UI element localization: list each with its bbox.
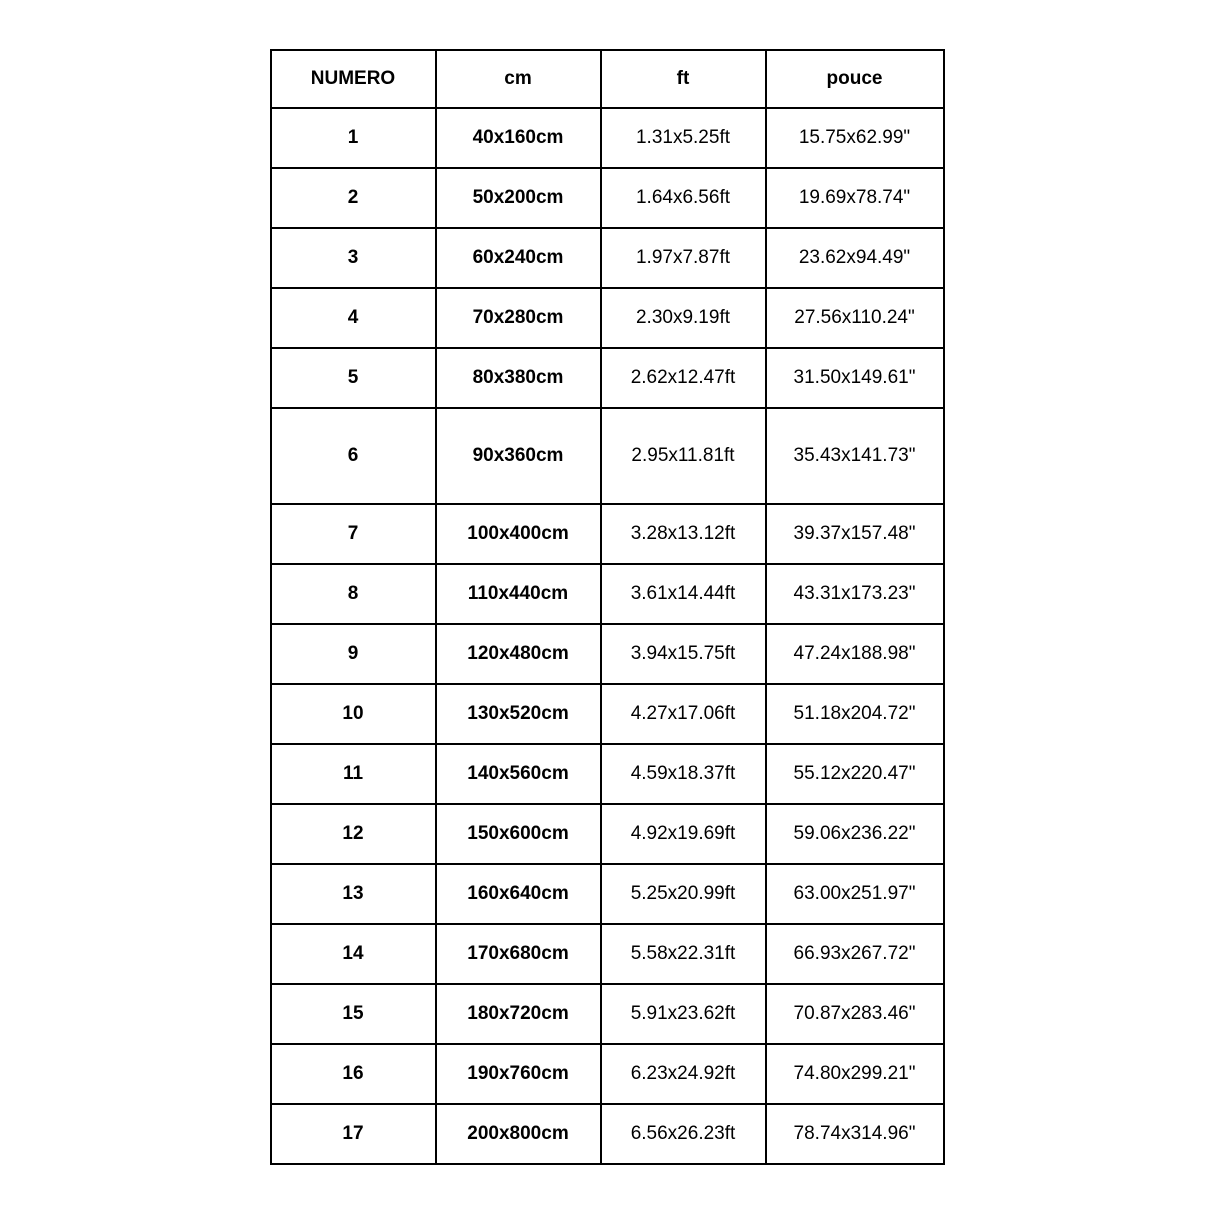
table-cell: 16 [271, 1044, 436, 1104]
table-cell: 8 [271, 564, 436, 624]
table-cell: 7 [271, 504, 436, 564]
table-row: 580x380cm2.62x12.47ft31.50x149.61" [271, 348, 944, 408]
table-cell: 5.58x22.31ft [601, 924, 766, 984]
table-cell: 50x200cm [436, 168, 601, 228]
table-cell: 80x380cm [436, 348, 601, 408]
table-row: 470x280cm2.30x9.19ft27.56x110.24" [271, 288, 944, 348]
table-cell: 47.24x188.98" [766, 624, 944, 684]
table-row: 13160x640cm5.25x20.99ft63.00x251.97" [271, 864, 944, 924]
table-cell: 3 [271, 228, 436, 288]
table-cell: 4.59x18.37ft [601, 744, 766, 804]
table-cell: 63.00x251.97" [766, 864, 944, 924]
table-row: 7100x400cm3.28x13.12ft39.37x157.48" [271, 504, 944, 564]
table-cell: 4 [271, 288, 436, 348]
table-row: 250x200cm1.64x6.56ft19.69x78.74" [271, 168, 944, 228]
table-cell: 1.64x6.56ft [601, 168, 766, 228]
table-cell: 59.06x236.22" [766, 804, 944, 864]
table-cell: 2.62x12.47ft [601, 348, 766, 408]
table-row: 15180x720cm5.91x23.62ft70.87x283.46" [271, 984, 944, 1044]
table-row: 11140x560cm4.59x18.37ft55.12x220.47" [271, 744, 944, 804]
table-cell: 70x280cm [436, 288, 601, 348]
table-cell: 51.18x204.72" [766, 684, 944, 744]
table-cell: 13 [271, 864, 436, 924]
table-cell: 110x440cm [436, 564, 601, 624]
table-cell: 1 [271, 108, 436, 168]
table-cell: 140x560cm [436, 744, 601, 804]
col-header-numero: NUMERO [271, 50, 436, 108]
table-cell: 160x640cm [436, 864, 601, 924]
table-cell: 5 [271, 348, 436, 408]
table-cell: 120x480cm [436, 624, 601, 684]
table-cell: 15.75x62.99" [766, 108, 944, 168]
table-cell: 11 [271, 744, 436, 804]
table-cell: 19.69x78.74" [766, 168, 944, 228]
table-header-row: NUMERO cm ft pouce [271, 50, 944, 108]
table-row: 140x160cm1.31x5.25ft15.75x62.99" [271, 108, 944, 168]
table-row: 10130x520cm4.27x17.06ft51.18x204.72" [271, 684, 944, 744]
table-cell: 100x400cm [436, 504, 601, 564]
col-header-ft: ft [601, 50, 766, 108]
table-cell: 6.56x26.23ft [601, 1104, 766, 1164]
table-row: 8110x440cm3.61x14.44ft43.31x173.23" [271, 564, 944, 624]
table-cell: 40x160cm [436, 108, 601, 168]
table-cell: 9 [271, 624, 436, 684]
table-cell: 66.93x267.72" [766, 924, 944, 984]
table-cell: 3.61x14.44ft [601, 564, 766, 624]
table-cell: 4.92x19.69ft [601, 804, 766, 864]
table-cell: 2 [271, 168, 436, 228]
table-cell: 1.31x5.25ft [601, 108, 766, 168]
table-cell: 39.37x157.48" [766, 504, 944, 564]
table-cell: 180x720cm [436, 984, 601, 1044]
table-cell: 2.95x11.81ft [601, 408, 766, 504]
table-cell: 6 [271, 408, 436, 504]
table-cell: 78.74x314.96" [766, 1104, 944, 1164]
size-conversion-table: NUMERO cm ft pouce 140x160cm1.31x5.25ft1… [270, 49, 945, 1165]
col-header-cm: cm [436, 50, 601, 108]
table-cell: 130x520cm [436, 684, 601, 744]
table-cell: 190x760cm [436, 1044, 601, 1104]
table-row: 690x360cm2.95x11.81ft35.43x141.73" [271, 408, 944, 504]
table-row: 14170x680cm5.58x22.31ft66.93x267.72" [271, 924, 944, 984]
table-cell: 17 [271, 1104, 436, 1164]
table-cell: 70.87x283.46" [766, 984, 944, 1044]
table-cell: 14 [271, 924, 436, 984]
table-cell: 74.80x299.21" [766, 1044, 944, 1104]
table-row: 9120x480cm3.94x15.75ft47.24x188.98" [271, 624, 944, 684]
table-cell: 60x240cm [436, 228, 601, 288]
table-cell: 4.27x17.06ft [601, 684, 766, 744]
table-cell: 43.31x173.23" [766, 564, 944, 624]
table-cell: 5.91x23.62ft [601, 984, 766, 1044]
table-row: 16190x760cm6.23x24.92ft74.80x299.21" [271, 1044, 944, 1104]
table-cell: 90x360cm [436, 408, 601, 504]
table-cell: 6.23x24.92ft [601, 1044, 766, 1104]
table-cell: 5.25x20.99ft [601, 864, 766, 924]
table-cell: 35.43x141.73" [766, 408, 944, 504]
table-cell: 10 [271, 684, 436, 744]
col-header-pouce: pouce [766, 50, 944, 108]
table-cell: 3.28x13.12ft [601, 504, 766, 564]
table-cell: 23.62x94.49" [766, 228, 944, 288]
table-cell: 15 [271, 984, 436, 1044]
table-cell: 200x800cm [436, 1104, 601, 1164]
table-cell: 12 [271, 804, 436, 864]
table-row: 360x240cm1.97x7.87ft23.62x94.49" [271, 228, 944, 288]
table-cell: 150x600cm [436, 804, 601, 864]
table-cell: 27.56x110.24" [766, 288, 944, 348]
table-cell: 3.94x15.75ft [601, 624, 766, 684]
table-cell: 2.30x9.19ft [601, 288, 766, 348]
table-cell: 170x680cm [436, 924, 601, 984]
table-cell: 31.50x149.61" [766, 348, 944, 408]
table-row: 12150x600cm4.92x19.69ft59.06x236.22" [271, 804, 944, 864]
table-row: 17200x800cm6.56x26.23ft78.74x314.96" [271, 1104, 944, 1164]
table-cell: 55.12x220.47" [766, 744, 944, 804]
table-cell: 1.97x7.87ft [601, 228, 766, 288]
